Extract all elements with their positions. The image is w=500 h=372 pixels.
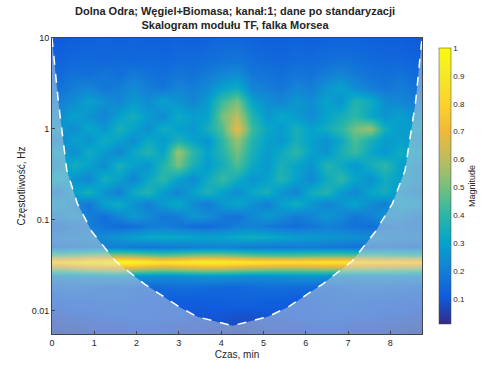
svg-text:0.2: 0.2 [453, 267, 465, 276]
svg-text:Częstotliwość, Hz: Częstotliwość, Hz [16, 147, 27, 226]
svg-text:0.1: 0.1 [453, 295, 465, 304]
svg-text:7: 7 [345, 338, 350, 348]
svg-text:Magnitude: Magnitude [467, 165, 477, 207]
svg-text:Czas, min: Czas, min [215, 349, 259, 360]
svg-text:Dolna Odra; Węgiel+Biomasa; ka: Dolna Odra; Węgiel+Biomasa; kanał:1; dan… [75, 5, 395, 31]
svg-text:0: 0 [49, 338, 54, 348]
svg-text:2: 2 [134, 338, 139, 348]
svg-text:10: 10 [39, 33, 49, 43]
svg-text:6: 6 [303, 338, 308, 348]
svg-text:0.01: 0.01 [32, 306, 50, 316]
svg-text:0.3: 0.3 [453, 239, 465, 248]
svg-text:0.9: 0.9 [453, 72, 465, 81]
svg-text:1: 1 [92, 338, 97, 348]
svg-text:8: 8 [388, 338, 393, 348]
svg-text:0.7: 0.7 [453, 127, 465, 136]
svg-text:3: 3 [176, 338, 181, 348]
svg-text:0.5: 0.5 [453, 183, 465, 192]
svg-text:1: 1 [453, 44, 458, 53]
svg-text:5: 5 [261, 338, 266, 348]
svg-text:4: 4 [219, 338, 224, 348]
svg-text:0.4: 0.4 [453, 211, 465, 220]
svg-text:0.6: 0.6 [453, 155, 465, 164]
svg-text:0.1: 0.1 [37, 215, 50, 225]
svg-text:1: 1 [44, 124, 49, 134]
svg-text:0.8: 0.8 [453, 100, 465, 109]
